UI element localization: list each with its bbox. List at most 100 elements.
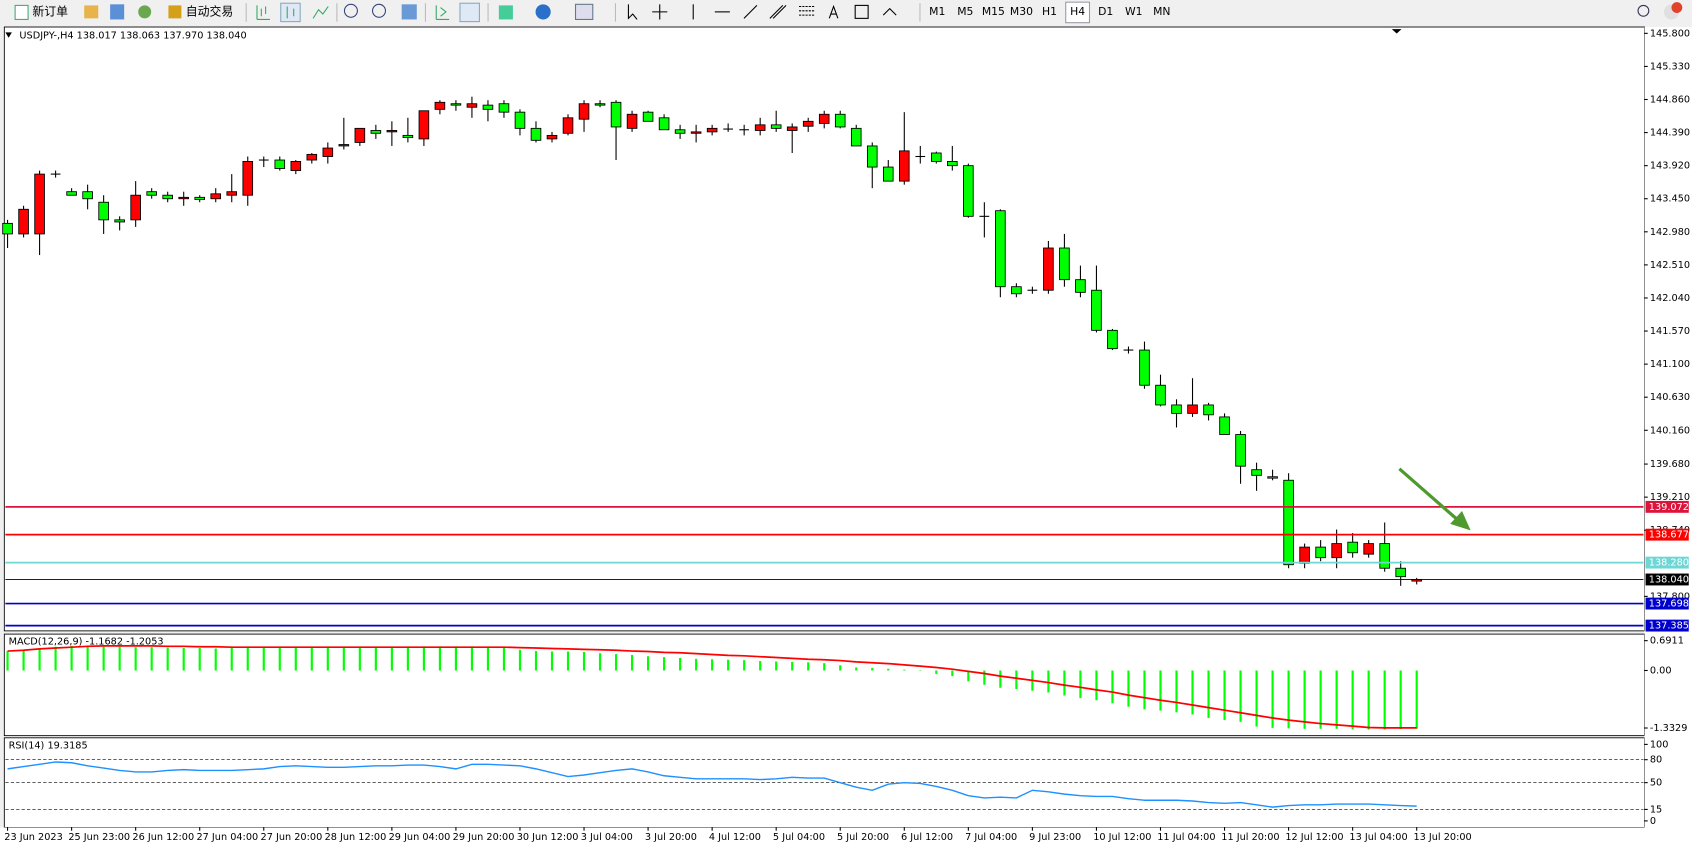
timeframe-button[interactable]: H1 bbox=[1042, 5, 1057, 18]
macd-bar bbox=[951, 670, 954, 677]
candle-body bbox=[995, 210, 1006, 288]
candle-body bbox=[1043, 247, 1054, 291]
candle-body bbox=[466, 103, 478, 108]
timeframe-button[interactable]: M1 bbox=[929, 5, 945, 18]
candle-body bbox=[1363, 543, 1374, 555]
auto-trading-button[interactable]: 自动交易 bbox=[186, 4, 233, 18]
macd-bar bbox=[134, 647, 137, 671]
candle-body bbox=[338, 144, 350, 147]
price-axis bbox=[1644, 27, 1692, 828]
y-tick-label: 80 bbox=[1650, 755, 1662, 766]
auto-trading-icon[interactable] bbox=[168, 5, 182, 19]
trendline-button[interactable] bbox=[743, 5, 758, 19]
macd-bar bbox=[262, 647, 265, 671]
macd-bar bbox=[550, 651, 554, 671]
candle-body bbox=[770, 124, 782, 129]
candle-body bbox=[402, 134, 414, 138]
candle-body bbox=[931, 152, 942, 162]
macd-bar bbox=[695, 658, 698, 671]
x-tick-label: 3 Jul 04:00 bbox=[581, 832, 633, 843]
shift-marker bbox=[1391, 29, 1402, 34]
indicators-button[interactable] bbox=[498, 5, 513, 20]
macd-bar bbox=[1239, 670, 1242, 722]
timeframe-button[interactable]: MN bbox=[1153, 5, 1170, 18]
toolbar-icon[interactable] bbox=[84, 5, 99, 19]
candle-body bbox=[1107, 329, 1118, 350]
periods-button[interactable] bbox=[535, 4, 551, 20]
candle-body bbox=[482, 104, 494, 110]
candle-body bbox=[2, 222, 13, 235]
notification-badge bbox=[1671, 2, 1683, 13]
crosshair-button[interactable] bbox=[652, 4, 668, 20]
y-tick-label: 141.570 bbox=[1650, 326, 1690, 337]
candle-body bbox=[354, 127, 366, 143]
y-tick-label: 100 bbox=[1650, 739, 1669, 750]
macd-bar bbox=[727, 659, 730, 671]
candle-body bbox=[210, 193, 222, 200]
timeframe-button[interactable]: M30 bbox=[1010, 5, 1033, 18]
timeframe-button[interactable]: D1 bbox=[1098, 5, 1113, 18]
chart-shift-button[interactable] bbox=[459, 2, 480, 23]
toolbar-icon[interactable] bbox=[110, 4, 125, 20]
bar-chart-button[interactable] bbox=[256, 5, 270, 20]
x-tick-label: 4 Jul 12:00 bbox=[709, 832, 761, 843]
macd-bar bbox=[278, 647, 281, 671]
macd-bar bbox=[22, 649, 25, 671]
search-button[interactable] bbox=[1637, 4, 1650, 17]
x-tick-label: 27 Jun 20:00 bbox=[261, 832, 323, 843]
macd-bar bbox=[1319, 670, 1322, 729]
timeframe-button[interactable]: M15 bbox=[982, 5, 1005, 18]
y-tick-label: 143.920 bbox=[1650, 161, 1690, 172]
macd-bar bbox=[406, 646, 409, 671]
candle-body bbox=[114, 219, 125, 223]
new-order-button[interactable]: 新订单 bbox=[32, 4, 68, 18]
macd-bar bbox=[454, 646, 458, 671]
price-level-label: 137.698 bbox=[1649, 599, 1689, 610]
new-order-icon[interactable] bbox=[14, 4, 29, 20]
zoom-out-button[interactable] bbox=[371, 3, 387, 18]
candle-chart-button[interactable] bbox=[280, 2, 301, 23]
timeframe-button[interactable]: W1 bbox=[1125, 5, 1143, 18]
zoom-in-button[interactable] bbox=[343, 3, 358, 18]
y-tick-label: 140.630 bbox=[1650, 392, 1690, 403]
candle-body bbox=[1251, 469, 1262, 476]
macd-bar bbox=[294, 647, 297, 671]
candle-body bbox=[1267, 476, 1278, 479]
macd-bar bbox=[759, 660, 762, 671]
candle-body bbox=[834, 113, 846, 128]
autoscroll-button[interactable] bbox=[435, 5, 450, 20]
cursor-button[interactable] bbox=[627, 4, 638, 20]
candle-body bbox=[274, 159, 286, 169]
macd-bar bbox=[935, 670, 938, 674]
candle-body bbox=[1283, 479, 1294, 566]
toolbar-icon[interactable] bbox=[138, 5, 152, 19]
y-tick-label: 0 bbox=[1650, 816, 1656, 827]
arrows-button[interactable] bbox=[882, 7, 897, 16]
macd-bar bbox=[1351, 670, 1354, 730]
fibo-button[interactable] bbox=[799, 5, 815, 16]
label-button[interactable] bbox=[854, 4, 869, 19]
text-button[interactable] bbox=[828, 4, 839, 19]
line-chart-button[interactable] bbox=[312, 6, 329, 19]
channel-button[interactable] bbox=[769, 5, 787, 19]
macd-bar bbox=[54, 646, 57, 671]
candle-body bbox=[146, 191, 157, 196]
templates-button[interactable] bbox=[574, 3, 594, 20]
timeframe-button[interactable]: M5 bbox=[957, 5, 973, 18]
macd-bar bbox=[1415, 670, 1418, 729]
candle-body bbox=[18, 208, 29, 235]
macd-bar bbox=[855, 667, 858, 671]
macd-bar bbox=[342, 646, 345, 671]
candle-body bbox=[546, 134, 558, 140]
candle-body bbox=[450, 103, 462, 106]
x-tick-label: 11 Jul 20:00 bbox=[1221, 832, 1279, 843]
timeframe-button[interactable]: H4 bbox=[1070, 5, 1085, 18]
candle-body bbox=[1171, 404, 1182, 414]
x-tick-label: 6 Jul 12:00 bbox=[901, 832, 953, 843]
price-level-label: 138.040 bbox=[1649, 574, 1689, 585]
price-level-tag bbox=[1645, 556, 1689, 569]
tile-button[interactable] bbox=[401, 4, 417, 20]
candle-body bbox=[1187, 404, 1198, 414]
y-tick-label: 139.210 bbox=[1650, 492, 1690, 503]
